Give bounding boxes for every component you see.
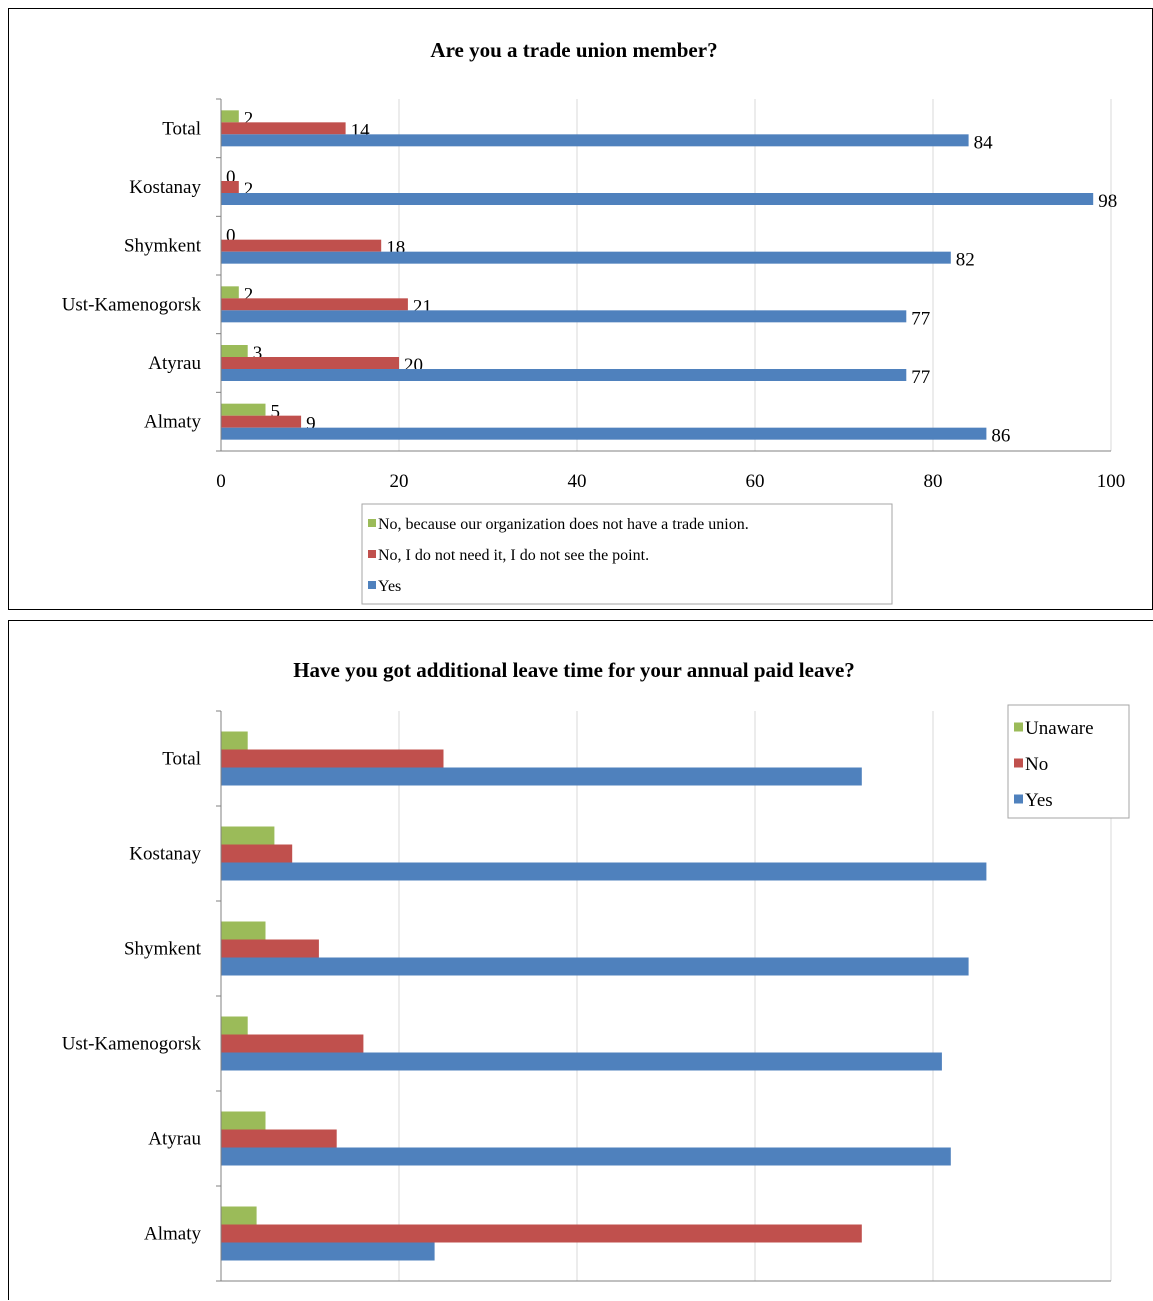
bar-almaty-no-i-do-not-need-it-i-do-not-see-the-point (221, 415, 302, 428)
legend-swatch-no (1014, 758, 1023, 768)
chart-title: Have you got additional leave time for y… (293, 658, 855, 682)
y-category-label: Total (162, 118, 201, 139)
bar-ust-kamenogorsk-no-because-our-organization-does-not-have-a-trade-union (221, 286, 239, 299)
bar-atyrau-no-i-do-not-need-it-i-do-not-see-the-point (221, 357, 399, 369)
bar-atyrau-no (221, 1129, 337, 1148)
bar-atyrau-unaware (221, 1111, 266, 1130)
x-tick-label: 100 (1097, 471, 1126, 492)
data-label: 77 (911, 367, 930, 388)
bar-shymkent-no-i-do-not-need-it-i-do-not-see-the-point (221, 239, 382, 252)
gridlines (398, 711, 1112, 1281)
y-category-label: Kostanay (129, 844, 201, 865)
data-label: 9 (306, 414, 316, 435)
bar-total-unaware (221, 731, 248, 750)
data-label: 84 (974, 132, 994, 153)
bar-shymkent-yes (221, 251, 951, 264)
chart-title: Are you a trade union member? (430, 38, 717, 62)
legend-label: No (1025, 754, 1048, 775)
bar-ust-kamenogorsk-yes (221, 310, 907, 323)
legend-swatch-no-i-do-not-need-it-i-do-not-see-the-point (368, 550, 376, 558)
bars (221, 731, 987, 1261)
bar-almaty-unaware (221, 1206, 257, 1225)
bar-shymkent-unaware (221, 921, 266, 940)
legend-box (361, 503, 893, 605)
legend: Unaware No Yes (1007, 704, 1130, 819)
y-category-label: Kostanay (129, 177, 201, 198)
bar-total-no-i-do-not-need-it-i-do-not-see-the-point (221, 122, 346, 135)
legend-label: No, because our organization does not ha… (378, 516, 749, 533)
bar-total-yes (221, 134, 969, 147)
y-category-label: Atyrau (148, 1129, 201, 1150)
bar-almaty-yes (221, 1242, 435, 1261)
legend-swatch-yes (368, 581, 376, 589)
x-tick-label: 80 (924, 471, 943, 492)
bar-atyrau-yes (221, 1147, 951, 1166)
data-label: 86 (991, 426, 1010, 447)
bar-kostanay-no (221, 844, 293, 863)
y-category-label: Shymkent (124, 939, 202, 960)
data-label: 2 (244, 284, 254, 305)
data-label: 0 (226, 226, 236, 247)
chart-panel-additional-leave: Have you got additional leave time for y… (8, 620, 1153, 1300)
chart-panel-trade-union: Are you a trade union member? 2 14 84 0 2 98 0… (8, 8, 1153, 610)
bar-almaty-no-because-our-organization-does-not-have-a-trade-union (221, 403, 266, 416)
legend-swatch-no-because-our-organization-does-not-have-a-trade-union (368, 519, 376, 527)
data-label: 2 (244, 108, 254, 129)
bar-almaty-yes (221, 427, 987, 440)
bar-kostanay-yes (221, 862, 987, 881)
bar-kostanay-no-i-do-not-need-it-i-do-not-see-the-point (221, 181, 239, 193)
legend-swatch-yes (1014, 794, 1023, 804)
bar-atyrau-yes (221, 369, 907, 381)
legend-swatch-unaware (1014, 722, 1023, 732)
legend: No, because our organization does not ha… (361, 503, 893, 605)
x-tick-label: 20 (390, 471, 409, 492)
y-category-label: Shymkent (124, 236, 202, 257)
bar-shymkent-yes (221, 957, 969, 976)
y-category-label: Ust-Kamenogorsk (62, 1034, 202, 1055)
data-label: 2 (244, 179, 254, 200)
bar-kostanay-yes (221, 193, 1094, 205)
legend-label: Yes (378, 578, 401, 595)
bar-ust-kamenogorsk-no-i-do-not-need-it-i-do-not-see-the-point (221, 298, 408, 311)
x-tick-label: 40 (568, 471, 587, 492)
legend-label: Unaware (1025, 718, 1094, 739)
data-label: 98 (1098, 191, 1117, 212)
chart-additional-leave: Have you got additional leave time for y… (62, 658, 1130, 1282)
y-category-label: Ust-Kamenogorsk (62, 294, 202, 315)
bar-total-yes (221, 767, 862, 786)
bar-total-no-because-our-organization-does-not-have-a-trade-union (221, 110, 239, 123)
bar-atyrau-no-because-our-organization-does-not-have-a-trade-union (221, 345, 248, 357)
legend-label: No, I do not need it, I do not see the p… (378, 547, 649, 564)
data-label: 5 (271, 402, 281, 423)
bar-ust-kamenogorsk-yes (221, 1052, 942, 1071)
data-label: 3 (253, 343, 263, 364)
bar-kostanay-unaware (221, 826, 275, 845)
bar-ust-kamenogorsk-no (221, 1034, 364, 1053)
data-label: 82 (956, 250, 975, 271)
data-label: 0 (226, 167, 236, 188)
bar-ust-kamenogorsk-unaware (221, 1016, 248, 1035)
bar-shymkent-no (221, 939, 319, 958)
y-category-label: Almaty (144, 1224, 201, 1245)
y-category-label: Almaty (144, 412, 201, 433)
data-label: 77 (911, 308, 930, 329)
legend-label: Yes (1025, 790, 1053, 811)
legend-box (1007, 704, 1130, 819)
x-tick-label: 0 (216, 471, 226, 492)
y-category-label: Total (162, 749, 201, 770)
bar-total-no (221, 749, 444, 768)
chart-trade-union: Are you a trade union member? 2148402980… (62, 38, 1126, 605)
gridlines (398, 99, 1112, 451)
axes: 020406080100TotalKostanayShymkentUst-Kam… (62, 710, 1111, 1282)
bar-almaty-no (221, 1224, 862, 1243)
y-category-label: Atyrau (148, 353, 201, 374)
x-tick-label: 60 (746, 471, 765, 492)
